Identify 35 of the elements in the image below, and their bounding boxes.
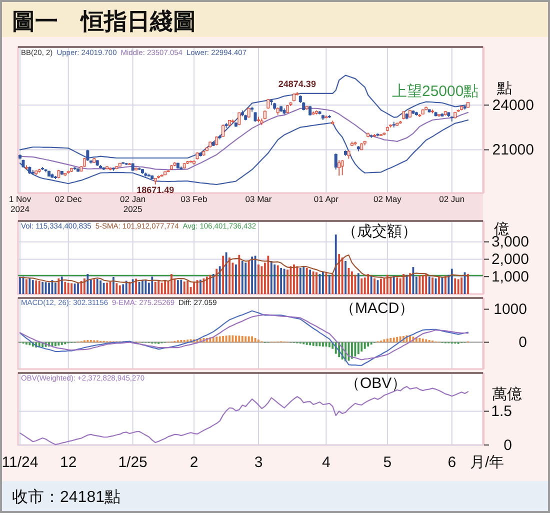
y-tick-label: 0 <box>518 334 527 352</box>
annotation: 18671.49 <box>136 184 174 195</box>
x-tick-label: 4 <box>322 454 330 471</box>
y-tick-label: 21000 <box>492 142 534 159</box>
text: 收市：24181點 <box>12 488 120 506</box>
annotation: （OBV） <box>345 375 407 392</box>
x-tick-label: 1/25 <box>118 454 148 471</box>
x-tick-label: 01 Apr <box>314 194 339 204</box>
x-tick-label: 3 <box>254 454 263 471</box>
x-tick-label: 02 May <box>373 194 402 204</box>
x-tick-label: 03 Mar <box>245 194 272 204</box>
annotation: 上望25000點 <box>392 83 479 100</box>
x-axis-title: 月/年 <box>470 454 504 471</box>
x-tick-label: 2 <box>190 454 198 471</box>
y-tick-label: 0 <box>504 436 512 454</box>
x-tick-label: 02 Jan 2025 <box>120 194 146 214</box>
y-axis-title: 點 <box>496 80 512 97</box>
x-tick-label: 6 <box>448 454 456 471</box>
y-axis-title: 萬億 <box>492 386 522 403</box>
y-tick-label: 1.5 <box>491 403 512 420</box>
x-tick-label: 02 Jun <box>439 194 465 204</box>
x-tick-label: 11/24 <box>2 454 38 471</box>
x-tick-label: 1 Nov 2024 <box>8 194 32 214</box>
y-tick-label: 2,000 <box>491 251 529 268</box>
y-tick-label: 1,000 <box>491 268 529 286</box>
x-tick-label: 12 <box>60 454 77 471</box>
annotation: （成交額） <box>342 223 417 240</box>
x-tick-label: 5 <box>383 454 392 471</box>
y-tick-label: 1000 <box>494 301 527 318</box>
annotation: 24874.39 <box>278 79 316 90</box>
x-tick-label: 03 Feb <box>180 194 208 204</box>
x-tick-label: 02 Dec <box>54 194 83 204</box>
chart-title: 圖一 恒指日綫圖 <box>12 9 196 34</box>
annotation: （MACD） <box>340 300 414 317</box>
y-tick-label: 24000 <box>492 96 534 114</box>
